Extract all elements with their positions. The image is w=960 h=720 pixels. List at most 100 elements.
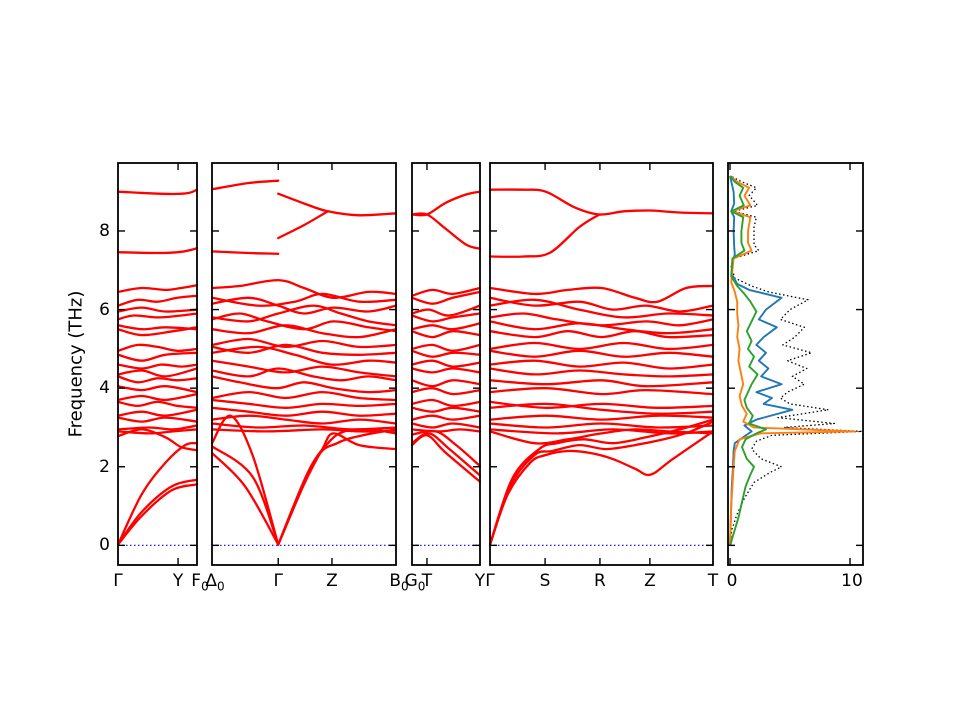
ytick-label-0: 0: [99, 535, 110, 556]
phonon-band: [489, 341, 714, 351]
phonon-band: [411, 212, 481, 250]
phonon-band: [411, 286, 481, 297]
phonon-band: [411, 322, 481, 331]
ytick-label-2: 2: [99, 456, 110, 477]
phonon-band: [489, 418, 714, 546]
phonon-band: [211, 390, 397, 402]
xtick-label-R: R: [594, 571, 606, 591]
phonon-band: [117, 284, 198, 294]
phonon-band: [489, 367, 714, 378]
phonon-band: [411, 304, 481, 317]
band-panel-4: [489, 162, 714, 566]
phonon-band: [411, 387, 481, 396]
band-panel-1: [117, 162, 198, 566]
phonon-band: [117, 392, 198, 402]
phonon-band: [117, 424, 198, 431]
phonon-band: [211, 324, 397, 339]
phonon-band: [277, 428, 397, 546]
xtick-label-Δ0: Δ0: [205, 571, 225, 594]
phonon-band: [411, 367, 481, 374]
phonon-band: [489, 379, 714, 388]
phonon-band: [117, 188, 198, 196]
xtick-label-F0: F0: [191, 571, 209, 594]
xtick-label-G0: G0: [404, 571, 426, 594]
phonon-band: [411, 434, 481, 483]
phonon-band: [211, 406, 397, 417]
phonon-band: [489, 213, 601, 258]
phonon-band: [211, 367, 397, 382]
total-dos-curve: [729, 175, 863, 546]
phonon-band: [117, 416, 198, 423]
phonon-band: [411, 406, 481, 413]
phonon-band: [277, 432, 397, 546]
xtick-label-B0: B0: [389, 571, 409, 594]
xtick-label-S: S: [539, 571, 551, 591]
phonon-band: [277, 428, 397, 546]
phonon-band: [411, 428, 481, 433]
phonon-band: [411, 414, 481, 421]
xtick-label-Y: Y: [474, 571, 486, 591]
phonon-band: [489, 298, 714, 319]
dos-panel: [727, 162, 864, 566]
phonon-band: [211, 179, 280, 191]
phonon-band: [211, 414, 397, 425]
xtick-label-Γ: Γ: [485, 571, 495, 591]
phonon-band: [411, 422, 481, 429]
phonon-band: [117, 326, 198, 337]
phonon-band: [411, 190, 481, 217]
phonon-band: [489, 400, 714, 409]
phonon-band: [489, 296, 714, 313]
phonon-band: [411, 359, 481, 368]
xtick-label-T: T: [707, 571, 719, 591]
phonon-band: [411, 432, 481, 477]
phonon-band: [411, 312, 481, 323]
phonon-band: [489, 402, 714, 415]
phonon-band: [117, 324, 198, 331]
phonon-band: [117, 400, 198, 409]
phonon-band: [117, 343, 198, 352]
phonon-band: [117, 428, 198, 452]
phonon-band: [489, 330, 714, 339]
phonon-band: [489, 188, 714, 216]
phonon-band: [211, 398, 397, 409]
phonon-band: [117, 312, 198, 321]
phonon-band: [211, 296, 397, 315]
phonon-band: [211, 343, 397, 356]
phonon-band: [211, 250, 280, 255]
pdos-blue-curve: [729, 175, 794, 546]
phonon-band: [411, 379, 481, 388]
dos-xtick-label-10: 10: [841, 571, 863, 591]
pdos-green-curve: [729, 175, 767, 546]
phonon-band: [489, 422, 714, 429]
phonon-band: [277, 192, 397, 217]
phonon-band: [117, 367, 198, 378]
phonon-band: [211, 451, 280, 546]
phonon-band: [117, 363, 198, 370]
phonon-band: [117, 441, 198, 546]
phonon-band: [489, 284, 714, 304]
phonon-band: [411, 398, 481, 408]
xtick-label-T: T: [421, 571, 433, 591]
phonon-band: [117, 247, 198, 255]
ytick-label-4: 4: [99, 378, 110, 399]
phonon-band: [117, 478, 198, 546]
xtick-label-Z: Z: [644, 571, 656, 591]
phonon-band: [211, 359, 397, 378]
phonon-band: [211, 345, 397, 366]
ytick-label-8: 8: [99, 220, 110, 241]
phonon-band: [117, 351, 198, 362]
phonon-band: [411, 429, 481, 468]
phonon-band: [489, 349, 714, 358]
pdos-orange-curve: [729, 175, 856, 546]
xtick-label-Γ: Γ: [113, 571, 123, 591]
phonon-band: [489, 420, 714, 546]
phonon-band: [117, 375, 198, 384]
band-panel-2: [211, 162, 397, 566]
phonon-band: [489, 359, 714, 370]
phonon-band: [211, 414, 280, 546]
phonon-band: [117, 428, 198, 435]
phonon-band: [489, 320, 714, 335]
phonon-band: [211, 292, 397, 307]
